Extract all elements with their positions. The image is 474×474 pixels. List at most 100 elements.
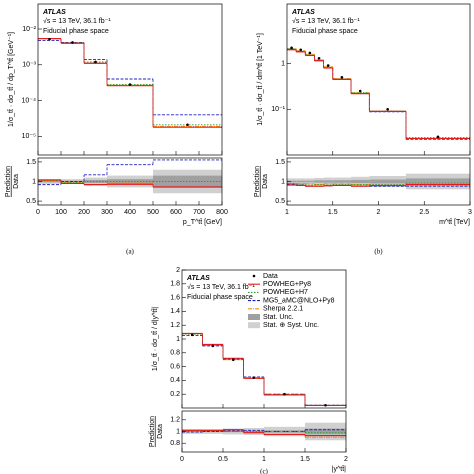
x-tick-label: 0.5 [218,456,228,463]
y-tick-label: 0.2 [170,391,180,398]
x-axis-label: m^tt̄ [TeV] [439,218,470,226]
x-tick-label: 800 [216,209,228,216]
legend-label: MG5_aMC@NLO+Py8 [263,297,335,304]
ratio-y-tick-label: 1.2 [170,417,180,424]
y-tick-label: 1.6 [170,294,180,301]
y-axis-label: 1/σ_tt̄ · dσ_tt̄ / d|y^tt̄| [151,307,159,371]
legend-label: Stat. Unc. [263,314,294,321]
x-tick-label: 200 [78,209,90,216]
stat-band [351,179,370,184]
data-point [308,51,312,55]
data-point [252,376,256,379]
y-tick-label: 10⁻² [22,26,36,33]
energy-label: √s = 13 TeV, 36.1 fb⁻¹ [187,283,255,291]
stat-band [305,428,346,435]
y-tick-label: 10⁻³ [22,62,36,69]
y-tick-label: 0.8 [170,350,180,357]
stat-band [38,180,61,183]
y-tick-label: 10⁻⁴ [22,97,37,104]
data-point [94,60,97,64]
caption: (b) [374,248,383,256]
ratio-y-tick-label: 0.5 [275,198,285,205]
y-tick-label: 0.6 [170,363,180,370]
x-tick-label: 1.5 [300,456,310,463]
x-tick-label: 400 [124,209,136,216]
stat-band [305,180,315,183]
legend-label: POWHEG+Py8 [263,281,311,288]
ratio-y-tick-label: 1.5 [26,159,36,166]
y-tick-label: 10⁻⁵ [22,133,36,140]
data-point [324,403,327,407]
stat-band [314,180,324,183]
y-tick-label: 1.4 [170,308,180,315]
ratio-label-top: Prediction [254,166,261,197]
ratio-y-tick-label: 0.8 [170,440,180,447]
data-point [326,64,330,67]
y-tick-label: 1 [281,60,285,67]
data-point [283,392,286,396]
ratio-y-tick-label: 1 [32,178,36,185]
x-tick-label: 300 [101,209,113,216]
ratio-y-tick-label: 0.5 [26,198,36,205]
stat-band [84,179,107,184]
data-point [71,41,74,44]
x-tick-label: 100 [55,209,67,216]
data-point [317,57,321,60]
y-tick-label: 1.8 [170,281,180,288]
data-point [358,89,362,93]
stat-band [107,179,153,184]
legend-label: Stat. ⊕ Syst. Unc. [263,322,319,329]
data-point [186,123,189,127]
y-tick-label: 0.4 [170,377,180,384]
legend-swatch [248,322,260,329]
data-point [128,83,132,86]
legend-label: Sherpa 2.2.1 [263,306,303,313]
y-axis-label: 1/σ_tt̄ · dσ_tt̄ / dp_T^tt̄ [GeV⁻¹] [7,32,15,127]
data-point [190,333,194,337]
data-point [340,75,344,79]
x-tick-label: 0 [180,456,184,463]
ratio-y-tick-label: 1 [176,428,180,435]
x-tick-label: 2 [377,209,381,216]
legend-swatch [248,314,260,320]
data-point [211,344,215,348]
atlas-label: ATLAS [186,275,210,282]
x-tick-label: 1 [285,209,289,216]
stat-band [182,430,203,433]
energy-label: √s = 13 TeV, 36.1 fb⁻¹ [43,17,111,25]
data-point [386,107,389,111]
x-axis-label: |y^tt̄| [332,465,346,473]
ratio-label-bottom: Data [157,424,164,439]
stat-band [405,178,470,185]
legend-label: POWHEG+H7 [263,289,308,296]
x-tick-label: 3 [468,209,472,216]
x-axis-label: p_T^tt̄ [GeV] [183,218,222,226]
atlas-label: ATLAS [291,9,315,16]
x-tick-label: 0 [36,209,40,216]
y-tick-label: 10⁻¹ [271,106,285,113]
atlas-label: ATLAS [42,9,66,16]
stat-band [332,180,352,183]
y-axis-label: 1/σ_tt̄ · dσ_tt̄ / dm^tt̄ [1 TeV⁻¹] [256,33,264,126]
region-label: Fiducial phase space [187,294,253,301]
x-tick-label: 700 [193,209,205,216]
x-tick-label: 2.5 [419,209,429,216]
stat-band [287,180,297,183]
data-point [436,135,440,139]
x-tick-label: 1.5 [328,209,338,216]
data-point [299,48,303,52]
x-tick-label: 500 [147,209,159,216]
stat-band [296,180,306,183]
stat-band [369,179,406,184]
y-tick-label: 2 [176,267,180,274]
data-point [48,37,51,41]
caption: (a) [126,248,134,256]
ratio-y-tick-label: 1 [281,178,285,185]
y-tick-label: 1.2 [170,322,180,329]
plot-frame [37,3,223,156]
y-tick-label: 1 [176,336,180,343]
x-tick-label: 2 [344,456,348,463]
ratio-label-top: Prediction [149,416,156,447]
stat-band [323,180,333,183]
